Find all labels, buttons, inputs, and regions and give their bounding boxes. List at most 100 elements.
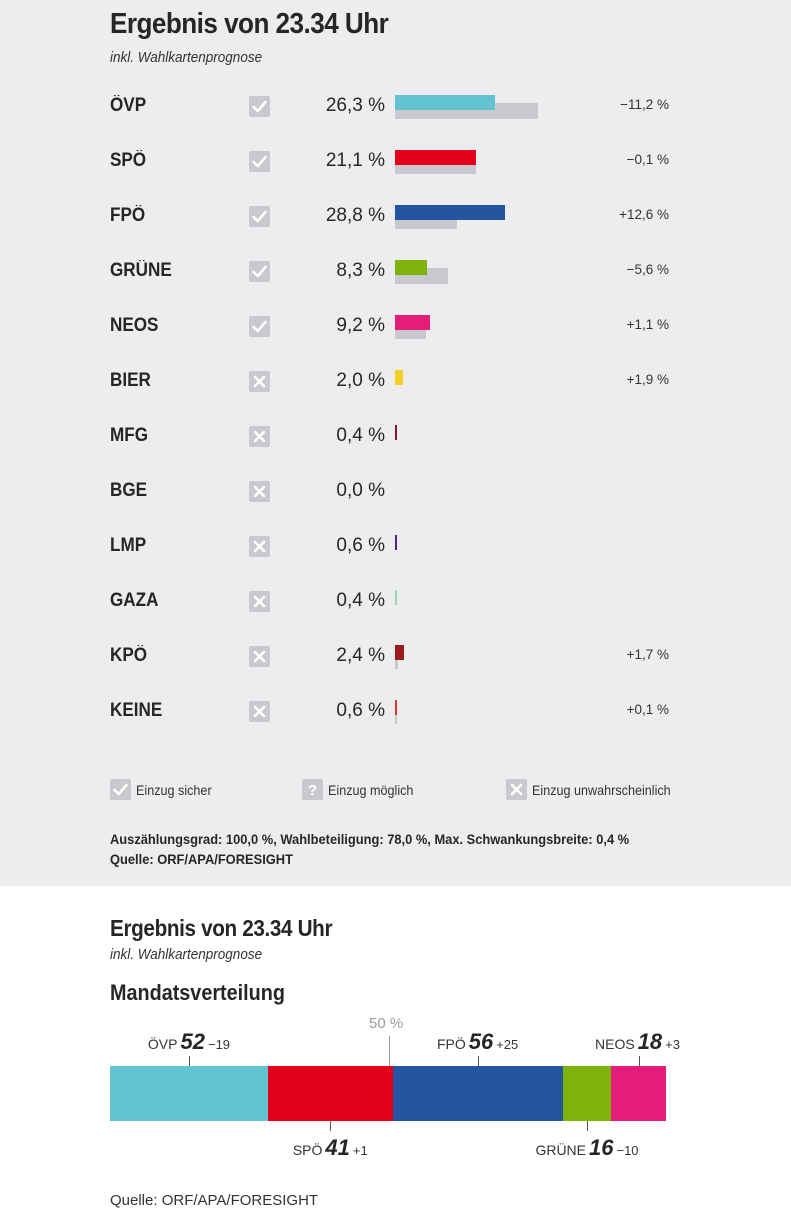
vote-share-label: 21,1 % [325, 150, 385, 171]
seat-count: 52 [180, 1029, 205, 1054]
seat-party-name: FPÖ [436, 1036, 466, 1052]
change-label: +1,7 % [626, 647, 669, 662]
results-title: Ergebnis von 23.34 Uhr [110, 8, 389, 40]
seat-count: 41 [325, 1135, 350, 1160]
count-info: Auszählungsgrad: 100,0 %, Wahlbeteiligun… [110, 831, 630, 847]
seat-label-tick [189, 1056, 190, 1066]
seat-count: 56 [468, 1029, 494, 1054]
current-result-bar [395, 700, 398, 715]
current-result-bar [395, 370, 403, 385]
results-panel [0, 0, 791, 886]
svg-text:?: ? [308, 782, 317, 799]
seat-label-tick [587, 1121, 588, 1131]
current-result-bar [395, 260, 427, 275]
party-row: KPÖ 2,4 % +1,7 % [0, 638, 791, 678]
vote-share-label: 0,6 % [336, 700, 385, 721]
seat-change: −19 [207, 1037, 231, 1052]
majority-line [389, 1036, 390, 1066]
vote-share-label: 0,4 % [336, 425, 385, 446]
cross-icon [249, 481, 270, 502]
vote-share-label: 0,0 % [336, 480, 385, 501]
current-result-bar [395, 95, 496, 110]
seat-label: FPÖ 56 +25 [437, 1029, 518, 1055]
current-result-bar [395, 590, 397, 605]
vote-share-label: 26,3 % [325, 95, 385, 116]
cross-icon [249, 371, 270, 392]
cross-icon [249, 426, 270, 447]
seat-party-name: SPÖ [292, 1142, 323, 1158]
seat-label: GRÜNE 16 −10 [535, 1135, 638, 1161]
check-icon [249, 261, 270, 282]
party-row: BIER 2,0 % +1,9 % [0, 363, 791, 403]
majority-label: 50 % [369, 1015, 404, 1032]
change-label: +1,1 % [626, 317, 669, 332]
previous-result-bar [395, 708, 397, 724]
cross-icon [249, 701, 270, 722]
seat-label: ÖVP 52 −19 [148, 1029, 230, 1055]
seat-label-tick [330, 1121, 331, 1131]
vote-share-label: 0,4 % [336, 590, 385, 611]
party-name: SPÖ [110, 150, 147, 171]
current-result-bar [395, 315, 431, 330]
party-name: GRÜNE [110, 260, 172, 281]
cross-icon [249, 646, 270, 667]
party-row: FPÖ 28,8 % +12,6 % [0, 198, 791, 238]
legend-label-moeglich: Einzug möglich [328, 782, 414, 798]
change-label: +12,6 % [619, 207, 669, 222]
seat-label-tick [478, 1056, 479, 1066]
party-row: GAZA 0,4 % [0, 583, 791, 623]
seat-segment [562, 1066, 612, 1121]
party-name: MFG [110, 425, 148, 446]
seat-change: +3 [665, 1037, 680, 1052]
party-name: BIER [110, 370, 151, 391]
party-name: BGE [110, 480, 148, 501]
party-row: NEOS 9,2 % +1,1 % [0, 308, 791, 348]
question-icon: ? [302, 779, 323, 800]
check-icon [249, 206, 270, 227]
party-row: ÖVP 26,3 % −11,2 % [0, 88, 791, 128]
party-row: LMP 0,6 % [0, 528, 791, 568]
check-icon [249, 151, 270, 172]
seat-party-name: GRÜNE [535, 1142, 586, 1158]
change-label: −0,1 % [626, 152, 669, 167]
cross-icon [506, 779, 527, 800]
seats-subtitle: inkl. Wahlkartenprognose [110, 946, 263, 963]
legend-label-sicher: Einzug sicher [136, 782, 212, 798]
party-row: MFG 0,4 % [0, 418, 791, 458]
vote-share-label: 9,2 % [336, 315, 385, 336]
cross-icon [249, 536, 270, 557]
seat-count: 16 [589, 1135, 614, 1160]
seat-segment [392, 1066, 563, 1121]
seats-heading: Mandatsverteilung [110, 980, 285, 1005]
legend-label-unwahrscheinlich: Einzug unwahrscheinlich [532, 782, 671, 798]
vote-share-label: 2,0 % [336, 370, 385, 391]
party-name: LMP [110, 535, 147, 556]
party-name: GAZA [110, 590, 159, 611]
seat-segment [611, 1066, 666, 1121]
results-subtitle: inkl. Wahlkartenprognose [110, 49, 263, 66]
change-label: +0,1 % [626, 702, 669, 717]
party-name: FPÖ [110, 205, 146, 226]
seat-segment [110, 1066, 268, 1121]
seat-count: 18 [637, 1029, 663, 1054]
seat-change: −10 [616, 1143, 639, 1158]
seat-party-name: ÖVP [147, 1036, 178, 1052]
vote-share-label: 0,6 % [336, 535, 385, 556]
party-row: KEINE 0,6 % +0,1 % [0, 693, 791, 733]
seat-change: +25 [496, 1037, 519, 1052]
party-name: KPÖ [110, 645, 148, 666]
seats-title: Ergebnis von 23.34 Uhr [110, 915, 333, 941]
current-result-bar [395, 425, 397, 440]
seat-party-name: NEOS [595, 1036, 635, 1052]
previous-result-bar [395, 653, 398, 669]
check-icon [249, 96, 270, 117]
party-row: GRÜNE 8,3 % −5,6 % [0, 253, 791, 293]
current-result-bar [395, 205, 506, 220]
current-result-bar [395, 535, 398, 550]
party-row: SPÖ 21,1 % −0,1 % [0, 143, 791, 183]
source-bottom: Quelle: ORF/APA/FORESIGHT [110, 1192, 319, 1209]
seat-label: NEOS 18 +3 [595, 1029, 680, 1055]
party-name: ÖVP [110, 95, 147, 116]
source-top: Quelle: ORF/APA/FORESIGHT [110, 851, 293, 867]
seat-change: +1 [352, 1143, 368, 1158]
